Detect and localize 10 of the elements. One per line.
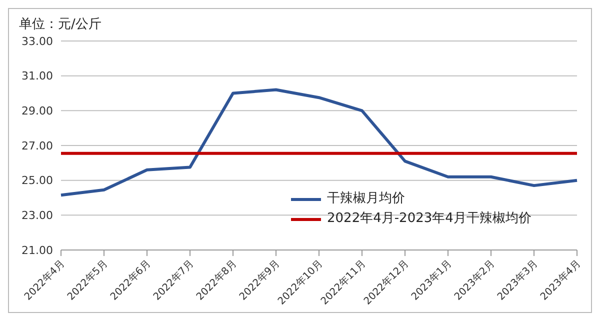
y-tick-label: 29.00 <box>22 104 53 118</box>
y-tick-label: 23.00 <box>22 209 53 222</box>
legend-label: 干辣椒月均价 <box>327 190 405 208</box>
y-tick-label: 25.00 <box>22 174 53 188</box>
y-tick-label: 27.00 <box>22 139 53 152</box>
y-tick-label: 21.00 <box>22 244 53 257</box>
y-axis-title: 单位：元/公斤 <box>19 16 102 33</box>
legend-label: 2022年4月-2023年4月干辣椒均价 <box>327 210 532 228</box>
y-tick-label: 31.00 <box>22 70 53 83</box>
y-tick-label: 33.00 <box>22 34 53 48</box>
